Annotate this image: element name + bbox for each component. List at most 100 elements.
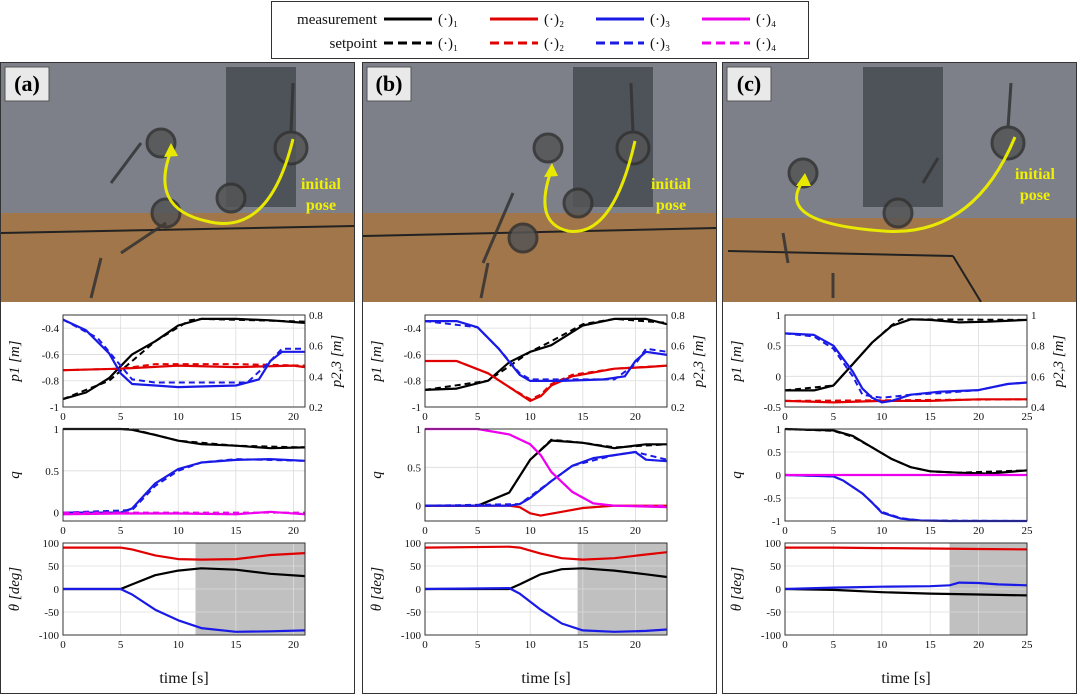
x-tick-label: 10 bbox=[173, 639, 185, 651]
series-1-measurement bbox=[784, 587, 1028, 597]
series-2-setpoint bbox=[62, 363, 306, 372]
y-axis-label: p1 [m] bbox=[729, 340, 745, 382]
plot-area bbox=[425, 315, 667, 407]
y-tick-label: 1 bbox=[416, 424, 422, 436]
x-tick-label: 10 bbox=[876, 411, 888, 423]
legend-setpoint-entry-3: (·)₃ bbox=[650, 36, 670, 52]
y-tick-label: 0.5 bbox=[767, 447, 781, 459]
series-3-measurement bbox=[784, 581, 1028, 591]
y-axis-label: p1 [m] bbox=[7, 340, 23, 382]
y-right-tick-label: 0.8 bbox=[1031, 341, 1045, 353]
y-right-axis-label: p2,3 [m] bbox=[691, 335, 707, 389]
y-tick-label: -0.6 bbox=[42, 349, 60, 361]
y-right-tick-label: 0.4 bbox=[309, 371, 323, 383]
x-tick-label: 5 bbox=[831, 411, 837, 423]
floor-line-corner bbox=[952, 255, 982, 302]
y-right-tick-label: 0.4 bbox=[671, 371, 685, 383]
x-tick-label: 0 bbox=[782, 639, 788, 651]
x-tick-label: 15 bbox=[230, 411, 242, 423]
subplot-theta: -100 -50 0 50 100 0 5 10 15 20 θ [deg] bbox=[7, 538, 306, 651]
x-tick-label: 5 bbox=[118, 525, 124, 537]
y-tick-label: -100 bbox=[39, 630, 60, 642]
x-tick-label: 5 bbox=[475, 639, 481, 651]
x-tick-label: 15 bbox=[230, 639, 242, 651]
x-tick-label: 0 bbox=[422, 411, 428, 423]
x-tick-label: 25 bbox=[1022, 639, 1034, 651]
plot-frame bbox=[62, 542, 306, 636]
y-axis-label: p1 [m] bbox=[369, 340, 385, 382]
series-1-measurement bbox=[63, 567, 306, 591]
series-2-measurement bbox=[424, 545, 668, 561]
x-axis-label: time [s] bbox=[881, 670, 930, 687]
y-tick-label: -0.4 bbox=[42, 323, 60, 335]
y-tick-label: -0.6 bbox=[404, 349, 422, 361]
y-tick-label: -1 bbox=[50, 402, 59, 414]
x-tick-label: 0 bbox=[422, 639, 428, 651]
y-tick-label: -1 bbox=[772, 516, 781, 528]
y-tick-label: 0.5 bbox=[45, 466, 59, 478]
y-tick-label: 0 bbox=[776, 470, 782, 482]
legend-measurement-entry-1: (·)₁ bbox=[438, 12, 458, 28]
y-tick-label: 50 bbox=[770, 561, 782, 573]
panel-tag: (a) bbox=[14, 71, 40, 96]
y-right-tick-label: 1 bbox=[1031, 310, 1037, 322]
series-3-measurement bbox=[425, 320, 668, 383]
x-tick-label: 15 bbox=[925, 411, 937, 423]
y-tick-label: 0 bbox=[54, 508, 60, 520]
subplot-theta: -100 -50 0 50 100 0 5 10 15 20 25 θ [deg] bbox=[729, 538, 1033, 651]
y-right-tick-label: 0.8 bbox=[309, 310, 323, 322]
subplot-p: -1 -0.8 -0.6 -0.4 0.2 0.4 0.6 0.8 0 5 10 15 20 p1 [m]… bbox=[369, 310, 707, 423]
y-axis-label: q bbox=[7, 471, 23, 479]
plot-frame bbox=[62, 428, 306, 522]
x-tick-label: 15 bbox=[577, 525, 589, 537]
plot-frame bbox=[784, 314, 1028, 408]
trajectory-arrowhead bbox=[796, 173, 811, 186]
plot-area bbox=[63, 315, 305, 407]
y-tick-label: 0 bbox=[776, 371, 782, 383]
x-tick-label: 10 bbox=[525, 411, 537, 423]
subplot-q: 00.510 5 10 15 20q bbox=[7, 424, 306, 537]
y-right-tick-label: 0.2 bbox=[671, 402, 685, 414]
y-tick-label: -0.4 bbox=[404, 323, 422, 335]
robot-composite bbox=[89, 82, 309, 299]
photo-label-line2: pose bbox=[306, 197, 336, 214]
y-axis-label: θ [deg] bbox=[369, 567, 385, 612]
photo-label-line1: initial bbox=[1015, 166, 1056, 183]
series-3-measurement bbox=[63, 587, 306, 633]
series-3-setpoint bbox=[784, 332, 1028, 399]
panel-c: initial pose (c) -0.5 0 0.5 1 0.4 0.6 0.8 1 0 5 10… bbox=[722, 62, 1077, 694]
trajectory-arrowhead bbox=[544, 163, 558, 177]
subplot-q: -1-0.500.510 5 10 15 20 25q bbox=[729, 424, 1033, 537]
series-3-setpoint bbox=[424, 320, 668, 381]
plot-frame bbox=[784, 542, 1028, 636]
series-1-setpoint bbox=[424, 317, 668, 391]
legend-setpoint-entry-1: (·)₁ bbox=[438, 36, 458, 52]
plot-frame bbox=[424, 314, 668, 408]
y-tick-label: 1 bbox=[776, 424, 782, 436]
y-tick-label: -50 bbox=[44, 607, 59, 619]
x-tick-label: 25 bbox=[1022, 525, 1034, 537]
plot-area bbox=[63, 429, 305, 521]
y-tick-label: -50 bbox=[406, 607, 421, 619]
series-3-setpoint bbox=[62, 318, 305, 384]
series-2-measurement bbox=[63, 546, 306, 561]
x-tick-label: 5 bbox=[831, 525, 837, 537]
panel-tag-box bbox=[366, 66, 412, 102]
x-tick-label: 15 bbox=[230, 525, 242, 537]
plot-frame bbox=[424, 428, 668, 522]
panel-b: initial pose (b) -1 -0.8 -0.6 -0.4 0.2 0.4 0.6… bbox=[362, 62, 717, 694]
series-3-setpoint bbox=[424, 451, 668, 507]
y-tick-label: -0.8 bbox=[42, 376, 60, 388]
y-tick-label: 100 bbox=[765, 538, 782, 550]
trajectory-arrowhead bbox=[164, 143, 178, 157]
plot-frame bbox=[424, 542, 668, 636]
series-1-setpoint bbox=[784, 318, 1028, 392]
legend-graphic: measurement setpoint (·)₁ (·)₁ (·)₂ (·)₂ (·)… bbox=[297, 12, 776, 52]
photo-label-line1: initial bbox=[301, 176, 342, 193]
panel-tag: (c) bbox=[737, 71, 761, 96]
series-2-measurement bbox=[785, 546, 1028, 551]
series-3-measurement bbox=[424, 587, 668, 633]
x-tick-label: 20 bbox=[630, 525, 642, 537]
